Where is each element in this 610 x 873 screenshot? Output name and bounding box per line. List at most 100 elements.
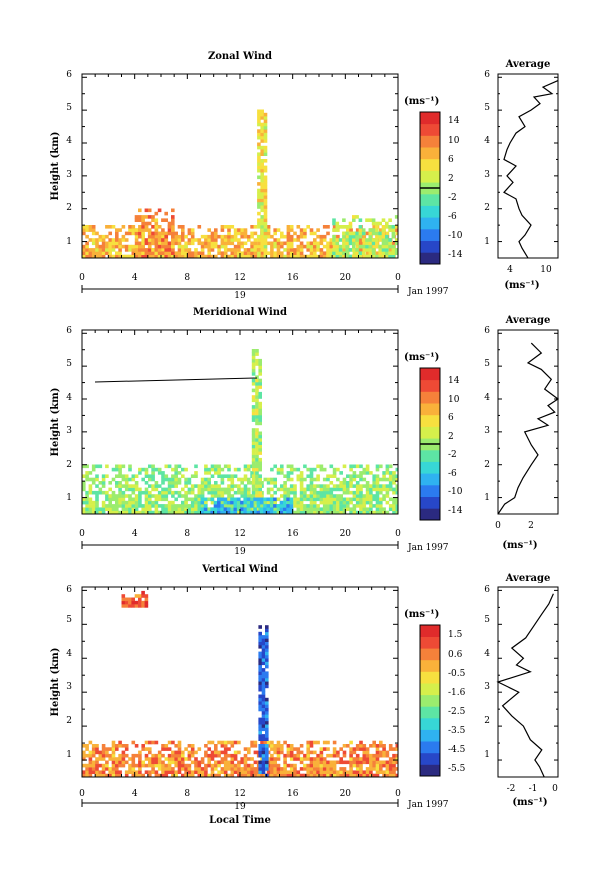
heatmap-cell <box>147 248 152 252</box>
heatmap-cell <box>115 760 119 765</box>
heatmap-cell <box>261 760 266 765</box>
heatmap-cell <box>365 254 369 258</box>
heatmap-cell <box>161 248 165 252</box>
heatmap-cell <box>171 507 175 511</box>
heatmap-cell <box>230 494 235 498</box>
heatmap-cell <box>91 507 96 511</box>
heatmap-cell <box>385 773 390 777</box>
heatmap-cell <box>200 760 205 765</box>
heatmap-cell <box>339 481 343 485</box>
heatmap-cell <box>293 487 297 492</box>
heatmap-cell <box>385 763 390 768</box>
heatmap-cell <box>280 484 284 488</box>
heatmap-cell <box>309 251 314 255</box>
heatmap-cell <box>250 510 254 514</box>
heatmap-cell <box>257 132 261 137</box>
heatmap-cell <box>316 228 320 232</box>
heatmap-cell <box>316 248 320 252</box>
heatmap-cell <box>273 507 277 511</box>
heatmap-cell <box>177 747 182 751</box>
heatmap-cell <box>313 477 317 482</box>
heatmap-cell <box>154 763 159 768</box>
axis-ticks <box>81 587 399 777</box>
heatmap-cell <box>220 500 225 505</box>
heatmap-cell <box>237 238 241 242</box>
heatmap-cell <box>207 481 211 485</box>
heatmap-cell <box>358 234 363 239</box>
heatmap-cell <box>371 248 376 252</box>
heatmap-cell <box>161 251 165 255</box>
heatmap-cell <box>283 497 287 502</box>
heatmap-cell <box>379 238 383 242</box>
heatmap-cell <box>131 228 136 232</box>
heatmap-cell <box>105 490 109 495</box>
heatmap-cell <box>326 241 330 246</box>
heatmap-cell <box>313 763 317 768</box>
heatmap-cell <box>338 248 343 252</box>
heatmap-cell <box>388 744 393 748</box>
avg-y-tick-label: 6 <box>484 326 490 336</box>
heatmap-cell <box>250 500 254 505</box>
heatmap-cell <box>255 431 259 436</box>
heatmap-cell <box>101 490 106 495</box>
heatmap-cell <box>352 248 356 252</box>
heatmap-cell <box>243 507 247 511</box>
heatmap-cell <box>167 225 172 229</box>
heatmap-cell <box>388 251 392 255</box>
heatmap-cell <box>346 234 350 239</box>
heatmap-cell <box>382 494 386 498</box>
heatmap-cell <box>210 494 215 498</box>
heatmap-cell <box>154 507 159 511</box>
heatmap-cell <box>154 487 159 492</box>
colorbar-segment <box>420 217 440 230</box>
heatmap-cell <box>388 481 393 485</box>
y-axis-label: Height (km) <box>50 648 61 717</box>
heatmap-cell <box>161 760 165 765</box>
heatmap-cell <box>392 487 396 492</box>
heatmap-cell <box>326 747 330 751</box>
heatmap-cell <box>243 500 247 505</box>
heatmap-cell <box>375 747 380 751</box>
heatmap-cell <box>375 773 380 777</box>
heatmap-cell <box>378 231 382 236</box>
heatmap-cell <box>85 241 89 246</box>
heatmap-cell <box>128 248 132 252</box>
heatmap-cell <box>255 467 259 472</box>
heatmap-cell <box>261 727 266 732</box>
heatmap-cell <box>263 477 268 482</box>
heatmap-cell <box>270 467 274 472</box>
x-tick-label: 20 <box>340 789 352 799</box>
heatmap-cell <box>371 238 376 242</box>
heatmap-cell <box>257 234 261 239</box>
heatmap-cell <box>243 494 248 498</box>
heatmap-cell <box>313 490 317 495</box>
heatmap-cell <box>95 490 99 495</box>
heatmap-cell <box>255 461 259 465</box>
heatmap-cell <box>299 231 304 236</box>
heatmap-cell <box>247 500 251 505</box>
heatmap-cell <box>203 497 208 502</box>
heatmap-cell <box>369 494 373 498</box>
heatmap-cell <box>362 467 367 472</box>
heatmap-cell <box>233 467 238 472</box>
heatmap-cell <box>283 773 287 777</box>
heatmap-cell <box>346 487 350 492</box>
heatmap-cell <box>276 254 281 258</box>
heatmap-cell <box>322 757 327 761</box>
heatmap-cell <box>261 724 266 728</box>
heatmap-cell <box>276 487 281 492</box>
heatmap-cell <box>240 241 244 246</box>
y-tick-label: 2 <box>66 203 72 213</box>
heatmap-cell <box>207 241 211 246</box>
heatmap-cell <box>276 504 280 508</box>
heatmap-cell <box>247 770 251 774</box>
heatmap-cell <box>258 671 262 675</box>
heatmap-cell <box>164 211 168 216</box>
heatmap-cell <box>270 760 274 765</box>
heatmap-cell <box>336 487 340 492</box>
heatmap-cell <box>164 251 168 255</box>
heatmap-cell <box>131 604 135 608</box>
heatmap-cell <box>260 152 264 156</box>
heatmap-cell <box>381 244 386 249</box>
heatmap-cell <box>190 770 195 774</box>
